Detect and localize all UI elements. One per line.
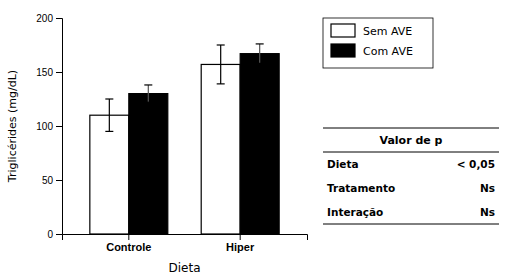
y-tick-mark [56, 126, 62, 127]
legend-item: Com AVE [331, 44, 413, 58]
table-row-value: Ns [480, 206, 495, 218]
x-axis-line [63, 235, 308, 241]
table-rule [323, 152, 499, 153]
error-cap [256, 63, 264, 64]
y-tick-mark [56, 180, 62, 181]
error-cap [144, 102, 152, 103]
error-cap [217, 44, 225, 45]
error-cap [217, 83, 225, 84]
table-title: Valor de p [380, 134, 443, 147]
x-tick-label: Hiper [226, 241, 255, 253]
error-line [109, 99, 110, 131]
error-cap [256, 43, 264, 44]
error-bar [217, 45, 225, 84]
x-axis-title: Dieta [168, 261, 200, 275]
series [90, 45, 240, 234]
chart: 0 50 100 150 200 Controle Hiper Dieta Triglicéri… [0, 0, 509, 280]
p-value-table: Valor de p Dieta < 0,05 Tratamento Ns Interaç… [323, 128, 499, 224]
bar [129, 94, 168, 234]
bar [201, 64, 240, 234]
y-axis-title: Triglicérides (mg/dL) [6, 70, 19, 183]
error-bar [144, 85, 152, 102]
legend-swatch [331, 24, 355, 37]
bars [90, 44, 279, 234]
x-tick: Hiper [226, 234, 255, 253]
y-tick-label: 0 [47, 229, 53, 240]
legend-swatch [331, 44, 355, 57]
x-tick-mark [240, 234, 241, 240]
plot: 0 50 100 150 200 Controle Hiper [36, 13, 307, 253]
x-tick: Controle [106, 234, 151, 253]
legend-item: Sem AVE [331, 24, 412, 38]
y-tick-label: 200 [36, 13, 53, 24]
y-tick: 200 [36, 13, 62, 24]
y-tick-label: 50 [42, 175, 54, 186]
y-tick-mark [56, 18, 62, 19]
table-rule [323, 224, 499, 225]
y-tick: 0 [47, 229, 62, 240]
table-row-label: Interação [327, 206, 383, 218]
legend: Sem AVE Com AVE [323, 18, 433, 68]
table-row-label: Dieta [327, 158, 359, 170]
legend-frame [323, 18, 433, 68]
bar [240, 54, 279, 234]
y-tick: 150 [36, 67, 62, 78]
error-cap [105, 131, 113, 132]
table-row-value: < 0,05 [457, 158, 495, 170]
x-axis: Controle Hiper [63, 234, 308, 253]
table-rule [323, 128, 499, 129]
legend-label: Sem AVE [363, 25, 412, 38]
y-tick-mark [56, 72, 62, 73]
error-line [259, 44, 260, 63]
y-axis-line [56, 19, 63, 235]
error-bar [105, 99, 113, 131]
y-tick-label: 150 [36, 67, 53, 78]
y-tick-mark [56, 234, 62, 235]
x-tick-mark [128, 234, 129, 240]
error-cap [105, 98, 113, 99]
error-line [148, 85, 149, 102]
error-bar [256, 44, 264, 63]
y-tick: 50 [42, 175, 62, 186]
table-row-label: Tratamento [327, 182, 395, 194]
y-tick: 100 [36, 121, 62, 132]
error-cap [144, 84, 152, 85]
legend-label: Com AVE [363, 45, 413, 58]
y-axis: 0 50 100 150 200 [36, 13, 62, 240]
bar [90, 115, 129, 234]
error-line [220, 45, 221, 84]
table-row-value: Ns [480, 182, 495, 194]
x-tick-label: Controle [106, 241, 151, 253]
y-tick-label: 100 [36, 121, 53, 132]
series [129, 44, 279, 234]
